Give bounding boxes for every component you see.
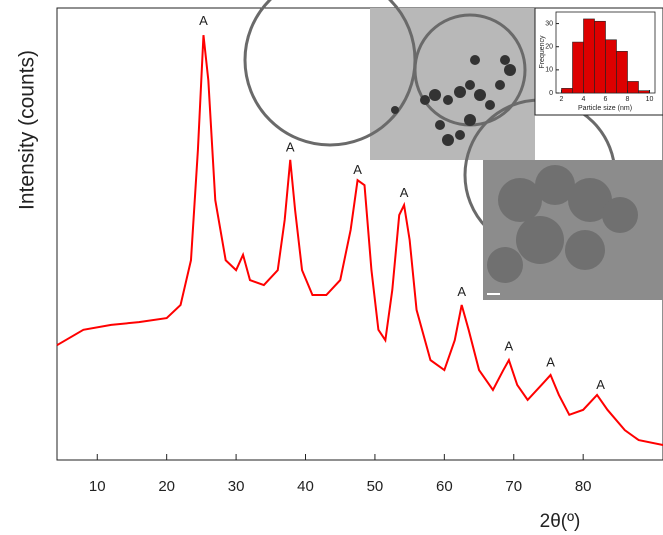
histogram-bar bbox=[605, 39, 617, 94]
y-axis-label: Intensity (counts) bbox=[16, 50, 39, 210]
inset-x-label: Particle size (nm) bbox=[578, 105, 632, 112]
histogram-bar bbox=[627, 81, 639, 94]
peak-label: A bbox=[596, 377, 605, 392]
x-tick-label: 50 bbox=[367, 478, 384, 495]
peak-label: A bbox=[457, 284, 466, 299]
x-tick-label: 80 bbox=[575, 478, 592, 495]
inset-y-tick-label: 30 bbox=[545, 20, 553, 27]
x-tick-label: 10 bbox=[89, 478, 106, 495]
histogram-bar bbox=[594, 20, 606, 94]
x-tick-label: 70 bbox=[505, 478, 522, 495]
x-axis-label: 2θ(º) bbox=[540, 511, 581, 532]
x-tick-label: 20 bbox=[158, 478, 175, 495]
inset-x-tick-label: 6 bbox=[604, 96, 608, 103]
inset-y-tick-label: 10 bbox=[545, 67, 553, 74]
inset-x-tick-label: 8 bbox=[626, 96, 630, 103]
histogram-bar bbox=[616, 51, 628, 94]
inset-x-tick-label: 4 bbox=[582, 96, 586, 103]
inset-y-label: Frequency bbox=[539, 35, 546, 69]
inset-x-tick-label: 2 bbox=[560, 96, 564, 103]
histogram-bar bbox=[638, 90, 650, 94]
histogram-bar bbox=[572, 41, 584, 94]
histogram-bar bbox=[561, 88, 573, 94]
inset-y-tick-label: 20 bbox=[545, 44, 553, 51]
peak-label: A bbox=[400, 185, 409, 200]
data-line bbox=[56, 35, 663, 447]
peak-label: A bbox=[353, 162, 362, 177]
inset-x-tick-label: 10 bbox=[646, 96, 654, 103]
plot-frame bbox=[56, 7, 663, 461]
histogram-bar bbox=[583, 18, 595, 94]
peak-label: A bbox=[286, 140, 295, 155]
peak-label: A bbox=[199, 13, 208, 28]
x-tick-label: 40 bbox=[297, 478, 314, 495]
hrtem-image bbox=[483, 160, 663, 300]
inset-y-tick-label: 0 bbox=[549, 90, 553, 97]
x-tick-label: 60 bbox=[436, 478, 453, 495]
x-tick-label: 30 bbox=[228, 478, 245, 495]
peak-label: A bbox=[546, 354, 555, 369]
peak-label: A bbox=[505, 338, 514, 353]
tem-image bbox=[243, 0, 617, 252]
